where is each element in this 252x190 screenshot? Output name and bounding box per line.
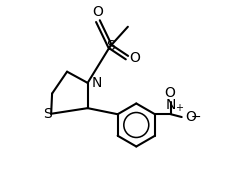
Text: O: O bbox=[130, 51, 141, 65]
Text: S: S bbox=[43, 107, 51, 121]
Text: O: O bbox=[165, 86, 175, 100]
Text: +: + bbox=[175, 103, 183, 113]
Text: O: O bbox=[185, 110, 196, 124]
Text: −: − bbox=[190, 111, 201, 124]
Text: N: N bbox=[166, 98, 176, 112]
Text: O: O bbox=[92, 5, 103, 19]
Text: N: N bbox=[91, 76, 102, 90]
Text: S: S bbox=[106, 39, 114, 53]
